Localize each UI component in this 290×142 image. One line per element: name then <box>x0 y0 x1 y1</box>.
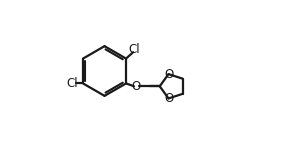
Text: Cl: Cl <box>66 77 78 90</box>
Text: O: O <box>132 80 141 93</box>
Text: O: O <box>164 68 173 81</box>
Text: Cl: Cl <box>128 43 140 56</box>
Text: O: O <box>164 92 173 105</box>
